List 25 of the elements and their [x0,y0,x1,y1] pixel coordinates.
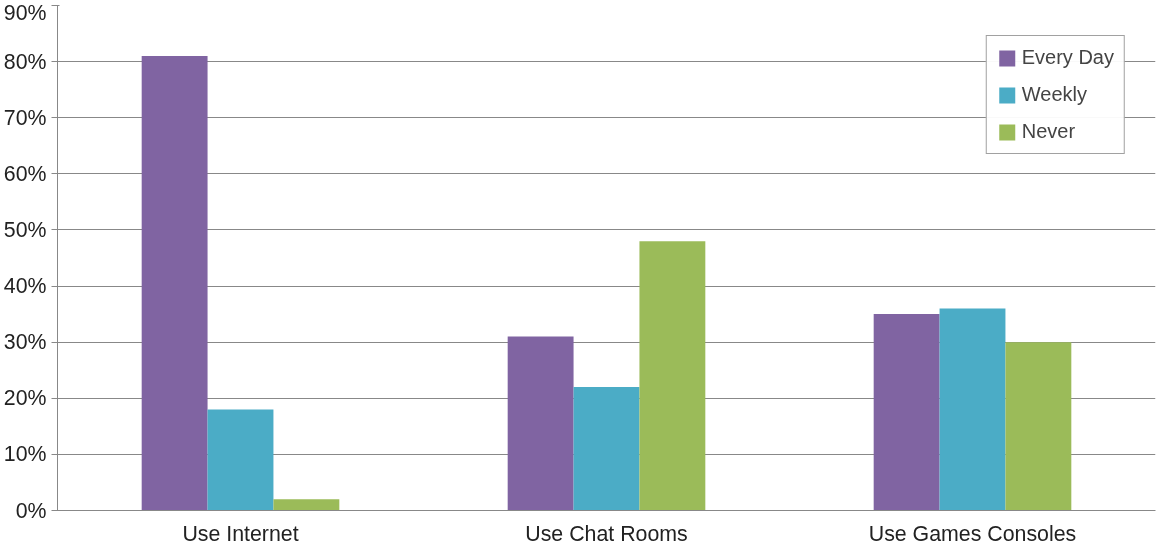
bar [939,308,1006,511]
y-tick-label: 50% [3,217,47,242]
y-tick-label: 10% [3,442,47,467]
bar [873,314,940,511]
legend-label: Never [1021,120,1076,143]
y-tick-label: 30% [3,330,47,355]
legend-label: Weekly [1021,83,1087,106]
bar [273,499,340,511]
bar [639,241,706,511]
y-tick-label: 60% [3,161,47,186]
bar [141,56,208,511]
y-tick-label: 90% [3,0,47,25]
x-tick-label: Use Internet [182,521,299,546]
bar [507,336,574,511]
bar [1005,342,1072,511]
bar [207,409,274,511]
y-tick-label: 0% [15,498,47,523]
y-tick-label: 80% [3,49,47,74]
y-tick-label: 70% [3,105,47,130]
legend-label: Every Day [1021,46,1114,69]
bar [573,387,640,511]
y-tick-label: 20% [3,386,47,411]
x-tick-label: Use Chat Rooms [525,521,688,546]
x-tick-label: Use Games Consoles [868,521,1077,546]
y-tick-label: 40% [3,274,47,299]
